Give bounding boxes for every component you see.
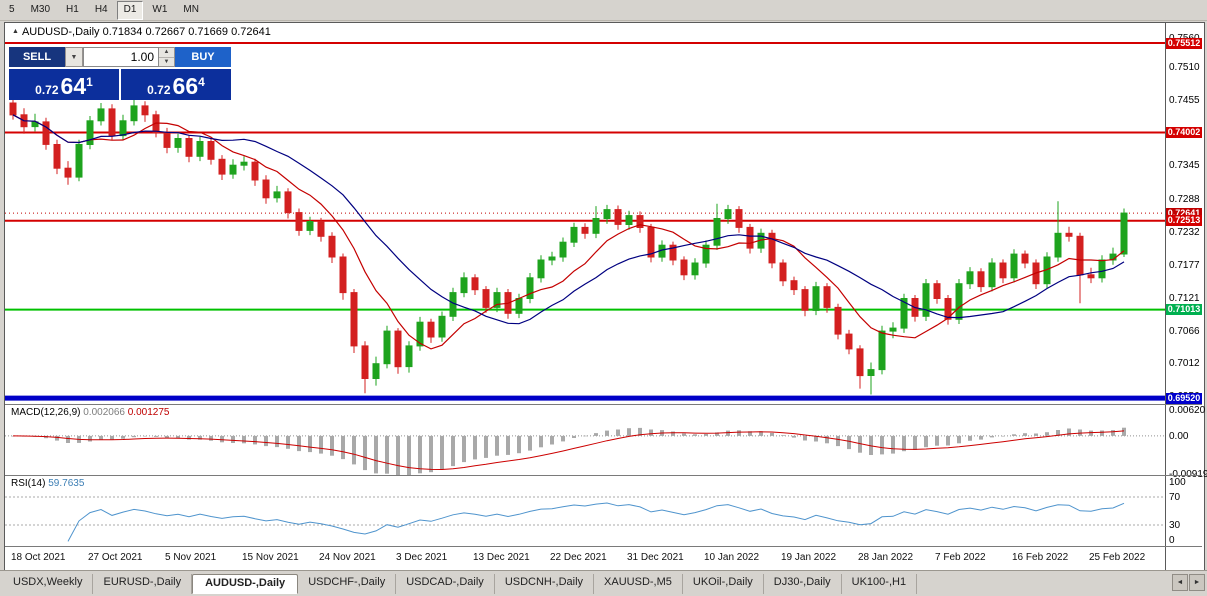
macd-chart[interactable] — [5, 405, 1165, 475]
macd-signal-value: 0.001275 — [127, 407, 170, 418]
date-label: 31 Dec 2021 — [627, 552, 684, 563]
buy-price-prefix: 0.72 — [147, 83, 171, 97]
date-label: 3 Dec 2021 — [396, 552, 448, 563]
chart-window: ▲ AUDUSD-,Daily 0.71834 0.72667 0.71669 0… — [4, 22, 1207, 571]
buy-button[interactable]: BUY — [175, 47, 231, 67]
price-pane[interactable] — [5, 23, 1165, 404]
date-label: 22 Dec 2021 — [550, 552, 607, 563]
tab-scroll-right-icon[interactable]: ► — [1189, 574, 1205, 591]
collapse-icon[interactable]: ▲ — [12, 28, 19, 35]
buy-price-display[interactable]: 0.72 66 4 — [121, 69, 231, 100]
date-label: 13 Dec 2021 — [473, 552, 530, 563]
rsi-pane[interactable]: RSI(14) 59.7635 — [5, 476, 1165, 546]
date-label: 28 Jan 2022 — [858, 552, 914, 563]
sell-price-point: 1 — [86, 75, 93, 89]
sell-price-display[interactable]: 0.72 64 1 — [9, 69, 119, 100]
chart-title: ▲ AUDUSD-,Daily 0.71834 0.72667 0.71669 0… — [12, 26, 271, 38]
tab-scroll-left-icon[interactable]: ◄ — [1172, 574, 1188, 591]
chart-tab-uk100-h1[interactable]: UK100-,H1 — [841, 574, 918, 594]
chart-tab-bar: USDX,Weekly EURUSD-,Daily AUDUSD-,Daily USD… — [0, 570, 1207, 596]
price-axis[interactable]: 0.75600.75100.74550.74000.73450.72880.72… — [1165, 23, 1207, 570]
candlestick-chart[interactable] — [5, 23, 1165, 404]
price-axis-label: 0.7066 — [1169, 325, 1200, 337]
timeframe-toolbar: 5 M30 H1 H4 D1 W1 MN — [0, 0, 1207, 21]
chart-tab-usdx-weekly[interactable]: USDX,Weekly — [3, 574, 94, 594]
volume-input[interactable] — [83, 47, 159, 67]
macd-main-value: 0.002066 — [83, 407, 125, 418]
rsi-axis-label: 100 — [1169, 477, 1186, 488]
pane-divider — [5, 546, 1202, 547]
tab-scrollbar: ◄ ► — [1172, 574, 1205, 591]
chart-tabs: USDX,Weekly EURUSD-,Daily AUDUSD-,Daily USD… — [3, 574, 918, 594]
volume-stepper: ▲ ▼ — [159, 47, 175, 67]
date-label: 19 Jan 2022 — [781, 552, 837, 563]
price-badge: 0.72641 — [1166, 207, 1202, 219]
spinner-down-icon[interactable]: ▼ — [159, 56, 174, 66]
price-axis-label: 0.7345 — [1169, 160, 1200, 172]
rsi-label: RSI(14) 59.7635 — [11, 478, 85, 489]
spinner-up-icon[interactable]: ▲ — [159, 48, 174, 57]
pane-divider[interactable] — [5, 404, 1202, 405]
macd-pane[interactable]: MACD(12,26,9) 0.002066 0.001275 — [5, 405, 1165, 475]
rsi-axis-label: 0 — [1169, 535, 1175, 546]
chart-tab-usdchf-daily[interactable]: USDCHF-,Daily — [298, 574, 397, 594]
rsi-axis-label: 30 — [1169, 520, 1181, 531]
rsi-chart[interactable] — [5, 476, 1165, 546]
chart-tab-audusd-daily[interactable]: AUDUSD-,Daily — [192, 574, 299, 594]
price-axis-label: 0.7177 — [1169, 259, 1200, 271]
sell-price-pips: 64 — [60, 73, 87, 99]
buy-price-point: 4 — [198, 75, 205, 89]
chart-tab-xauusd-m5[interactable]: XAUUSD-,M5 — [594, 574, 683, 594]
timeframe-w1[interactable]: W1 — [152, 3, 168, 15]
date-label: 16 Feb 2022 — [1012, 552, 1069, 563]
date-label: 27 Oct 2021 — [88, 552, 143, 563]
timeframe-5[interactable]: 5 — [9, 3, 15, 15]
chevron-down-icon: ▼ — [70, 53, 78, 61]
price-badge: 0.75512 — [1166, 37, 1202, 49]
macd-axis-label: -0.00919 — [1169, 469, 1207, 480]
date-label: 15 Nov 2021 — [242, 552, 299, 563]
price-badge: 0.69520 — [1166, 392, 1202, 404]
chart-tab-eurusd-daily[interactable]: EURUSD-,Daily — [93, 574, 193, 594]
price-badge: 0.72513 — [1166, 215, 1202, 227]
price-axis-label: 0.7121 — [1169, 292, 1200, 304]
price-axis-label: 0.7510 — [1169, 62, 1200, 74]
price-badge: 0.74002 — [1166, 126, 1202, 138]
rsi-value: 59.7635 — [48, 478, 85, 489]
timeframe-h4[interactable]: H4 — [94, 3, 108, 15]
date-label: 24 Nov 2021 — [319, 552, 376, 563]
timeframe-d1[interactable]: D1 — [116, 0, 144, 20]
date-label: 25 Feb 2022 — [1089, 552, 1146, 563]
sell-button[interactable]: SELL — [9, 47, 65, 67]
macd-label: MACD(12,26,9) 0.002066 0.001275 — [11, 407, 170, 418]
date-label: 5 Nov 2021 — [165, 552, 217, 563]
price-axis-label: 0.7232 — [1169, 227, 1200, 239]
date-label: 7 Feb 2022 — [935, 552, 986, 563]
one-click-trading-panel: SELL ▼ ▲ ▼ BUY 0.72 64 1 0.72 — [9, 47, 231, 100]
date-label: 10 Jan 2022 — [704, 552, 760, 563]
chart-tab-usdcad-daily[interactable]: USDCAD-,Daily — [396, 574, 495, 594]
price-axis-label: 0.7288 — [1169, 193, 1200, 205]
buy-price-pips: 66 — [172, 73, 199, 99]
volume-dropdown-button[interactable]: ▼ — [65, 47, 83, 67]
chart-tab-dj30-daily[interactable]: DJ30-,Daily — [763, 574, 842, 594]
chart-symbol-label: AUDUSD-,Daily — [21, 26, 100, 38]
date-label: 18 Oct 2021 — [11, 552, 66, 563]
macd-axis-label: 0.00620 — [1169, 405, 1206, 417]
chart-tab-ukoil-daily[interactable]: UKOil-,Daily — [682, 574, 764, 594]
price-badge: 0.71013 — [1166, 304, 1202, 316]
chart-tab-usdcnh-daily[interactable]: USDCNH-,Daily — [494, 574, 595, 594]
timeframe-mn[interactable]: MN — [183, 3, 199, 15]
macd-axis-label: 0.00 — [1169, 430, 1189, 442]
pane-divider[interactable] — [5, 475, 1202, 476]
price-axis-label: 0.7012 — [1169, 357, 1200, 369]
sell-price-prefix: 0.72 — [35, 83, 59, 97]
timeframe-h1[interactable]: H1 — [66, 3, 79, 15]
price-axis-label: 0.7455 — [1169, 95, 1200, 107]
chart-ohlc-values: 0.71834 0.72667 0.71669 0.72641 — [102, 26, 271, 38]
timeframe-m30[interactable]: M30 — [30, 3, 51, 15]
time-axis[interactable]: 18 Oct 2021 27 Oct 2021 5 Nov 2021 15 Nov 2… — [5, 547, 1165, 570]
rsi-axis-label: 70 — [1169, 492, 1181, 503]
